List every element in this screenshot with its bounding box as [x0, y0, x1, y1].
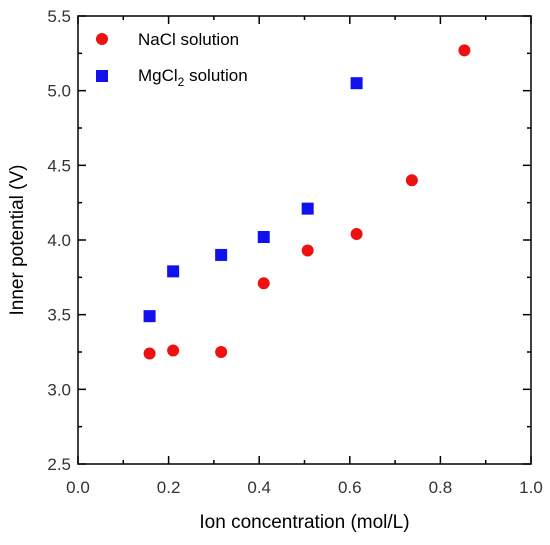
data-point-mgcl2 — [257, 231, 270, 244]
x-axis-title: Ion concentration (mol/L) — [199, 512, 409, 533]
data-point-nacl — [167, 344, 180, 357]
legend-label-mgcl2-base: MgCl — [138, 66, 178, 85]
y-tick-label: 3.0 — [47, 380, 71, 399]
tick-labels: 0.0 0.2 0.4 0.6 0.8 1.0 2.5 3.0 3.5 4.0 4.5 5.0 5.5 — [47, 7, 542, 497]
legend-label-mgcl2-subscript: 2 — [178, 75, 185, 89]
x-tick-label: 0.4 — [247, 478, 271, 497]
data-point-mgcl2 — [301, 202, 314, 215]
y-tick-label: 5.5 — [47, 7, 71, 26]
x-tick-label: 0.0 — [66, 478, 90, 497]
x-tick-label: 0.2 — [157, 478, 181, 497]
legend-label-mgcl2-tail: solution — [184, 66, 247, 85]
y-tick-label: 5.0 — [47, 82, 71, 101]
legend-marker-mgcl2 — [96, 70, 108, 82]
legend-label-nacl: NaCl solution — [138, 30, 239, 49]
ticks — [77, 15, 532, 465]
legend-label-mgcl2: MgCl2 solution — [138, 66, 248, 89]
x-tick-label: 0.6 — [338, 478, 362, 497]
data-point-mgcl2 — [167, 265, 180, 278]
x-tick-label: 1.0 — [519, 478, 543, 497]
data-point-nacl — [458, 44, 471, 57]
y-tick-label: 2.5 — [47, 455, 71, 474]
legend-marker-nacl — [96, 33, 108, 45]
data-point-nacl — [215, 346, 228, 358]
y-tick-label: 4.5 — [47, 156, 71, 175]
data-point-mgcl2 — [215, 248, 228, 261]
legend: NaCl solution MgCl2 solution — [96, 30, 248, 89]
data-point-mgcl2 — [143, 310, 156, 323]
y-tick-label: 4.0 — [47, 231, 71, 250]
data-point-nacl — [405, 174, 418, 187]
data-point-mgcl2 — [350, 77, 363, 90]
x-tick-label: 0.8 — [429, 478, 453, 497]
data-point-nacl — [143, 347, 156, 360]
y-axis-title: Inner potential (V) — [7, 164, 28, 315]
y-tick-label: 3.5 — [47, 306, 71, 325]
data-point-nacl — [301, 244, 314, 257]
data-points — [143, 44, 471, 360]
data-point-nacl — [257, 277, 270, 290]
data-point-nacl — [350, 228, 363, 241]
